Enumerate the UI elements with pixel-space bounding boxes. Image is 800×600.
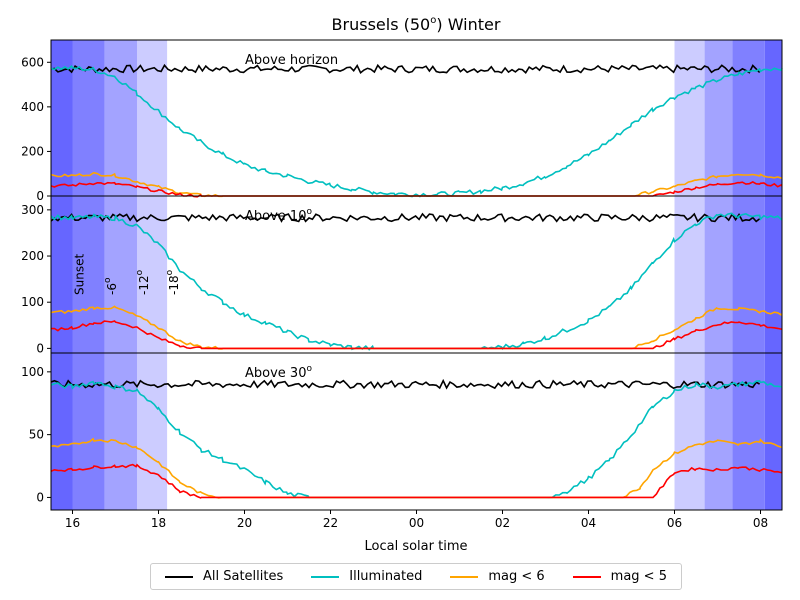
series-illuminated-p0 xyxy=(50,65,783,198)
y-tick-label-p1-0: 0 xyxy=(36,341,44,355)
series-all-satellites-p2 xyxy=(50,378,760,390)
twilight-label-1: -6o xyxy=(103,277,119,295)
twilight-band-p2-1 xyxy=(72,353,105,510)
twilight-band-p2-4 xyxy=(674,353,705,510)
x-tick-label-3: 22 xyxy=(323,516,338,530)
x-tick-label-6: 04 xyxy=(581,516,596,530)
y-tick-label-p0-0: 0 xyxy=(36,189,44,203)
twilight-band-p0-6 xyxy=(732,40,765,196)
x-tick-label-5: 02 xyxy=(495,516,510,530)
legend-item-mag5: mag < 5 xyxy=(572,569,667,584)
legend-label-illuminated: Illuminated xyxy=(349,569,423,584)
x-axis-label: Local solar time xyxy=(365,539,468,554)
twilight-band-p2-3 xyxy=(137,353,168,510)
twilight-band-p2-7 xyxy=(764,353,782,510)
series-all-satellites-p0 xyxy=(50,63,761,74)
y-tick-label-p0-2: 400 xyxy=(21,100,44,114)
legend-item-mag6: mag < 6 xyxy=(450,569,545,584)
y-tick-label-p1-2: 200 xyxy=(21,249,44,263)
legend-swatch-mag5 xyxy=(572,575,601,578)
twilight-band-p0-5 xyxy=(704,40,733,196)
legend-label-all: All Satellites xyxy=(202,569,284,584)
twilight-band-p1-6 xyxy=(732,196,765,353)
legend-item-illuminated: Illuminated xyxy=(311,569,422,584)
twilight-label-2: -12o xyxy=(135,269,151,295)
twilight-band-p0-0 xyxy=(51,40,73,196)
x-tick-label-8: 08 xyxy=(753,516,768,530)
y-tick-label-p1-3: 300 xyxy=(21,203,44,217)
twilight-band-p0-7 xyxy=(764,40,782,196)
x-tick-label-1: 18 xyxy=(151,516,166,530)
twilight-band-p0-2 xyxy=(104,40,137,196)
x-tick-label-2: 20 xyxy=(237,516,252,530)
legend: All Satellites Illuminated mag < 6 mag <… xyxy=(150,563,682,590)
legend-item-all: All Satellites xyxy=(164,569,284,584)
twilight-band-p0-4 xyxy=(674,40,705,196)
twilight-label-0: Sunset xyxy=(73,254,87,295)
y-tick-label-p0-1: 200 xyxy=(21,144,44,158)
twilight-band-p2-0 xyxy=(51,353,73,510)
twilight-band-p2-6 xyxy=(732,353,765,510)
chart-title: Brussels (50o) Winter xyxy=(332,15,501,34)
y-tick-label-p2-2: 100 xyxy=(21,365,44,379)
x-tick-label-4: 00 xyxy=(409,516,424,530)
x-tick-label-0: 16 xyxy=(65,516,80,530)
y-tick-label-p1-1: 100 xyxy=(21,295,44,309)
y-tick-label-p0-3: 600 xyxy=(21,55,44,69)
legend-label-mag6: mag < 6 xyxy=(488,569,545,584)
twilight-label-3: -18o xyxy=(165,269,181,295)
series-all-satellites-p1 xyxy=(50,212,761,223)
series-mag5-p2 xyxy=(50,463,783,499)
twilight-band-p1-0 xyxy=(51,196,73,353)
y-tick-label-p2-1: 50 xyxy=(29,428,44,442)
series-mag5-p1 xyxy=(50,320,783,350)
twilight-band-p0-1 xyxy=(72,40,105,196)
legend-swatch-mag6 xyxy=(450,575,479,578)
twilight-band-p1-3 xyxy=(137,196,168,353)
legend-label-mag5: mag < 5 xyxy=(610,569,667,584)
panel-label-p0: Above horizon xyxy=(245,53,338,68)
x-tick-label-7: 06 xyxy=(667,516,682,530)
twilight-band-p2-2 xyxy=(104,353,137,510)
twilight-band-p2-5 xyxy=(704,353,733,510)
panel-label-p1: Above 10o xyxy=(245,207,312,224)
legend-swatch-illuminated xyxy=(311,575,340,578)
y-tick-label-p2-0: 0 xyxy=(36,490,44,504)
twilight-band-p0-3 xyxy=(137,40,168,196)
panel-label-p2: Above 30o xyxy=(245,364,312,381)
legend-swatch-all xyxy=(164,575,193,578)
